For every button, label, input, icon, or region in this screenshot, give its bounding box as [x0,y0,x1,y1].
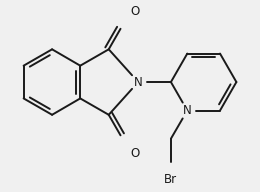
Text: N: N [183,104,192,117]
Text: N: N [134,75,142,89]
Text: Br: Br [164,173,178,186]
Text: O: O [130,5,139,17]
Text: O: O [130,146,139,160]
